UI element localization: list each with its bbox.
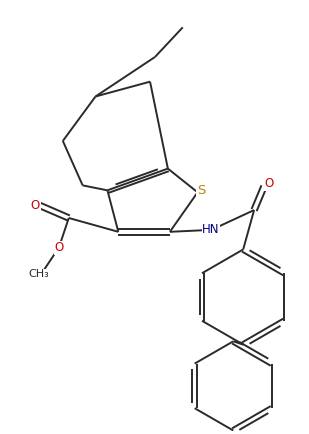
- Text: O: O: [264, 178, 273, 191]
- Text: S: S: [197, 184, 205, 197]
- Text: O: O: [54, 241, 63, 254]
- Text: CH₃: CH₃: [28, 270, 49, 279]
- Text: O: O: [31, 199, 40, 212]
- Text: HN: HN: [202, 224, 220, 237]
